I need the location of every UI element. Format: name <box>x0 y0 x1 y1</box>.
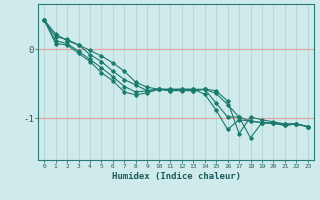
X-axis label: Humidex (Indice chaleur): Humidex (Indice chaleur) <box>111 172 241 181</box>
